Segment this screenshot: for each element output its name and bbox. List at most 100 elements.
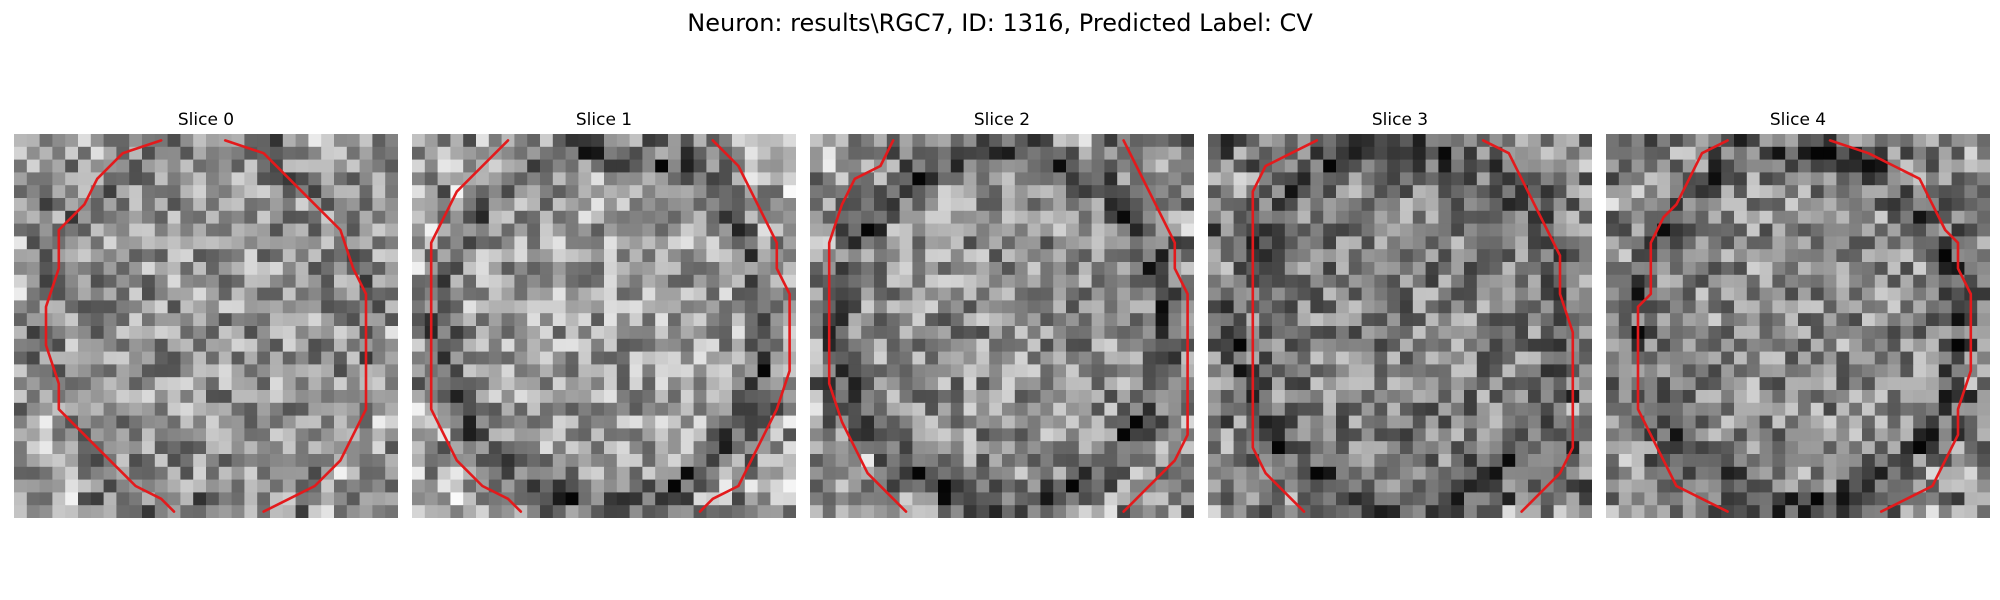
pixel (744, 338, 759, 353)
pixel (629, 185, 643, 199)
pixel (1155, 492, 1169, 506)
pixel (1310, 172, 1324, 186)
pixel (1400, 326, 1414, 340)
pixel (1142, 262, 1157, 276)
pixel (501, 172, 515, 186)
pixel (693, 326, 707, 340)
pixel (886, 326, 901, 340)
pixel (1297, 466, 1311, 481)
pixel (1874, 364, 1889, 378)
pixel (1400, 287, 1414, 301)
pixel (321, 134, 335, 148)
pixel (565, 338, 579, 353)
pixel (732, 313, 746, 327)
pixel (1913, 210, 1927, 225)
pixel (1078, 146, 1093, 161)
pixel (1040, 274, 1054, 289)
pixel (668, 326, 682, 340)
pixel (1220, 492, 1235, 506)
pixel (1412, 377, 1427, 391)
pixel (1887, 198, 1901, 212)
pixel (680, 274, 695, 289)
pixel (1913, 223, 1927, 237)
pixel (1951, 198, 1965, 212)
pixel (476, 364, 490, 378)
pixel (103, 210, 117, 225)
pixel (1670, 415, 1684, 429)
pixel (950, 185, 965, 199)
pixel (1323, 210, 1337, 225)
pixel (861, 249, 875, 263)
pixel (90, 134, 105, 148)
pixel (1849, 402, 1863, 417)
pixel (861, 428, 875, 442)
pixel (925, 262, 939, 276)
pixel (1810, 198, 1825, 212)
pixel (26, 172, 41, 186)
pixel (450, 287, 464, 301)
pixel (372, 390, 386, 404)
pixel (693, 466, 707, 481)
pixel (1951, 185, 1965, 199)
pixel (1579, 313, 1592, 327)
pixel (1387, 146, 1401, 161)
pixel (1233, 146, 1247, 161)
pixel (129, 428, 143, 442)
pixel (912, 146, 926, 161)
pixel (1464, 466, 1478, 481)
pixel (861, 338, 875, 353)
pixel (39, 492, 53, 506)
pixel (14, 146, 28, 161)
pixel (1259, 210, 1273, 225)
pixel (565, 185, 579, 199)
pixel (1027, 326, 1041, 340)
pixel (1670, 249, 1684, 263)
pixel (359, 185, 373, 199)
pixel (154, 390, 169, 404)
pixel (450, 210, 464, 225)
pixel (154, 313, 169, 327)
pixel (1644, 185, 1658, 199)
pixel (1708, 236, 1722, 250)
pixel (1168, 287, 1182, 301)
pixel (1874, 454, 1889, 468)
pixel (450, 249, 464, 263)
pixel (385, 377, 398, 391)
pixel (1181, 210, 1194, 225)
pixel (591, 146, 605, 161)
pixel (938, 287, 952, 301)
pixel (1734, 428, 1748, 442)
pixel (1014, 210, 1029, 225)
pixel (1759, 415, 1773, 429)
pixel (154, 185, 169, 199)
pixel (1053, 134, 1067, 148)
pixel (282, 262, 297, 276)
pixel (1810, 249, 1825, 263)
pixel (1862, 505, 1876, 518)
pixel (1708, 428, 1722, 442)
pixel (886, 377, 901, 391)
pixel (14, 159, 28, 173)
pixel (1130, 351, 1144, 365)
pixel (1938, 198, 1953, 212)
pixel (450, 134, 464, 148)
pixel (1246, 134, 1260, 148)
pixel (1284, 390, 1299, 404)
pixel (295, 338, 309, 353)
pixel (1695, 428, 1709, 442)
pixel (206, 377, 220, 391)
pixel (1515, 441, 1529, 455)
pixel (1027, 364, 1041, 378)
pixel (244, 428, 258, 442)
pixel (1644, 454, 1658, 468)
pixel (719, 415, 733, 429)
pixel (1606, 364, 1620, 378)
pixel (206, 338, 220, 353)
pixel (1078, 441, 1093, 455)
pixel (693, 390, 707, 404)
pixel (1772, 287, 1786, 301)
pixel (1014, 390, 1029, 404)
pixel (886, 249, 901, 263)
pixel (835, 338, 849, 353)
pixel (565, 249, 579, 263)
